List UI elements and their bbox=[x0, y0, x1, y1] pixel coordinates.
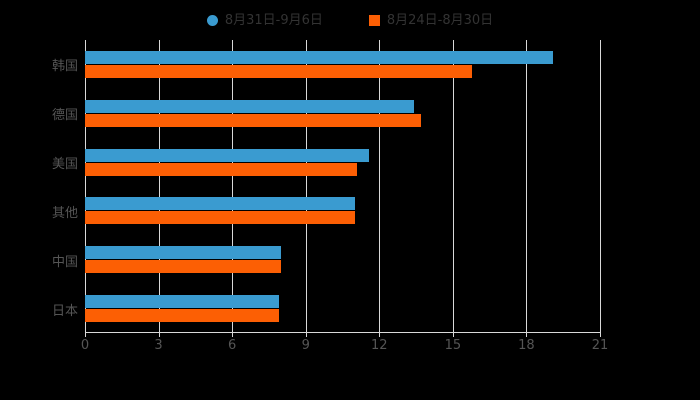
gridline bbox=[526, 40, 528, 333]
legend-label-series-1: 8月31日-9月6日 bbox=[224, 12, 323, 28]
x-tick-mark bbox=[85, 333, 86, 337]
bar-series-2[interactable] bbox=[85, 309, 279, 323]
x-tick-label: 18 bbox=[518, 338, 535, 353]
bar-group bbox=[85, 89, 600, 138]
square-marker-icon bbox=[368, 14, 380, 26]
x-axis-labels: 0 3 6 9 12 15 18 21 bbox=[81, 333, 608, 357]
bar-series-1[interactable] bbox=[85, 50, 554, 64]
gridline bbox=[379, 40, 381, 333]
x-axis-line bbox=[85, 332, 600, 333]
x-tick-mark bbox=[379, 333, 381, 337]
x-tick-mark bbox=[232, 333, 234, 337]
bar-groups bbox=[85, 40, 600, 333]
y-axis-line bbox=[85, 40, 86, 333]
y-tick-label: 德国 bbox=[51, 108, 78, 124]
bar-series-2[interactable] bbox=[85, 64, 473, 78]
x-tick-mark bbox=[452, 333, 454, 337]
x-tick-mark bbox=[526, 333, 528, 337]
bar-series-2[interactable] bbox=[85, 260, 282, 274]
legend-label-series-2: 8月24日-8月30日 bbox=[386, 12, 494, 28]
x-tick-mark bbox=[158, 333, 160, 337]
bar-group bbox=[85, 235, 600, 284]
bar-series-1[interactable] bbox=[85, 295, 279, 309]
gridline bbox=[452, 40, 454, 333]
y-tick-label: 美国 bbox=[51, 157, 78, 173]
circle-marker-icon bbox=[206, 14, 218, 26]
y-tick-label: 日本 bbox=[51, 303, 78, 319]
gridline bbox=[158, 40, 160, 333]
y-tick-label: 其他 bbox=[51, 205, 78, 221]
bar-series-1[interactable] bbox=[85, 197, 355, 211]
legend-item-series-2[interactable]: 8月24日-8月30日 bbox=[368, 12, 494, 28]
bar-group bbox=[85, 138, 600, 187]
gridline bbox=[232, 40, 234, 333]
bar-series-1[interactable] bbox=[85, 148, 370, 162]
x-tick-label: 12 bbox=[371, 338, 388, 353]
x-tick-label: 0 bbox=[80, 338, 90, 353]
y-tick-label: 中国 bbox=[51, 254, 78, 270]
x-tick-mark bbox=[305, 333, 307, 337]
plot-area bbox=[85, 40, 601, 333]
y-tick-label: 韩国 bbox=[51, 59, 78, 75]
bar-series-2[interactable] bbox=[85, 113, 421, 127]
bar-group bbox=[85, 187, 600, 236]
y-axis-labels: 韩国德国美国其他中国日本 bbox=[0, 40, 78, 333]
legend-item-series-1[interactable]: 8月31日-9月6日 bbox=[206, 12, 323, 28]
x-tick-label: 9 bbox=[301, 338, 310, 353]
bar-series-1[interactable] bbox=[85, 99, 414, 113]
bar-group bbox=[85, 40, 600, 89]
gridline bbox=[600, 40, 601, 333]
gridline bbox=[305, 40, 307, 333]
bar-series-2[interactable] bbox=[85, 162, 358, 176]
x-tick-mark bbox=[600, 333, 601, 337]
bar-series-1[interactable] bbox=[85, 246, 282, 260]
bar-group bbox=[85, 284, 600, 333]
x-tick-label: 21 bbox=[591, 338, 609, 353]
x-tick-label: 3 bbox=[154, 338, 163, 353]
chart-legend: 8月31日-9月6日 8月24日-8月30日 bbox=[0, 8, 700, 32]
bar-series-2[interactable] bbox=[85, 211, 355, 225]
x-tick-label: 6 bbox=[228, 338, 237, 353]
x-tick-label: 15 bbox=[444, 338, 462, 353]
